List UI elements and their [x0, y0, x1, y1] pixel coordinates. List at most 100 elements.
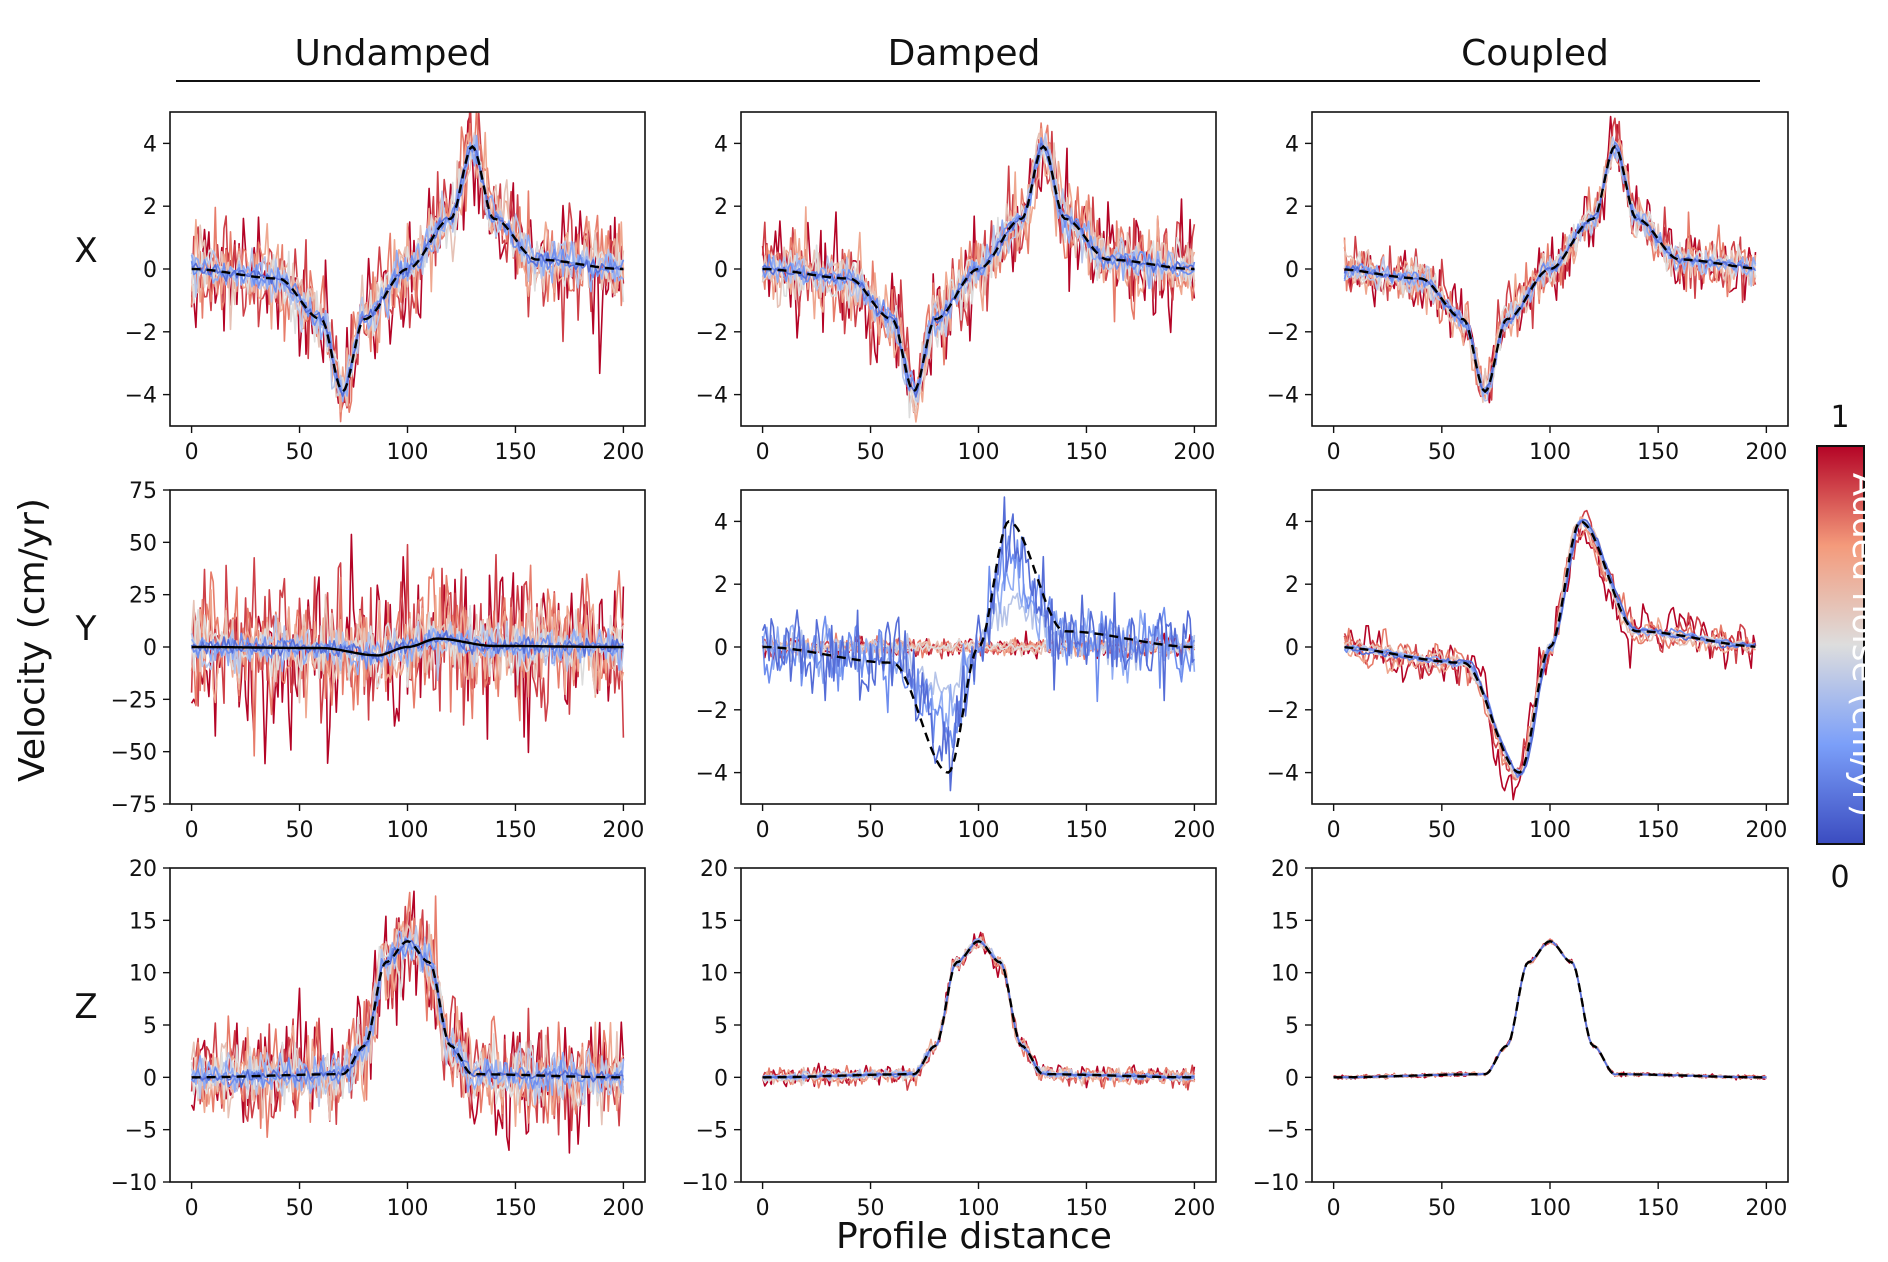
y-tick-label-y-undamped-25: 25: [129, 584, 157, 609]
column-title-coupled: Coupled: [1461, 33, 1609, 74]
noise-series-z-damped-0.3: [762, 937, 1196, 1081]
plot-area-z-coupled: [1333, 938, 1767, 1081]
panel-x-undamped: 0 50 100 150 200 −4 −2 0 2 4: [125, 111, 646, 465]
noise-series-x-undamped-0.4: [190, 134, 624, 397]
x-tick-label-x-damped-50: 50: [857, 440, 885, 465]
colorbar-label: Added noise (cm/yr): [1844, 473, 1884, 817]
y-tick-label-x-undamped-4: 4: [143, 132, 157, 157]
row-label-y: Y: [75, 609, 97, 649]
x-tick-label-z-coupled-50: 50: [1428, 1196, 1456, 1221]
y-tick-label-z-coupled-10: 10: [1271, 962, 1299, 987]
noise-series-z-damped-0.7: [762, 944, 1196, 1087]
y-tick-label-z-damped-5: 5: [714, 1014, 728, 1039]
y-tick-label-x-damped--4: −4: [696, 384, 728, 409]
y-tick-label-y-coupled--2: −2: [1267, 699, 1299, 724]
y-tick-label-y-damped-0: 0: [714, 636, 728, 661]
x-tick-label-z-coupled-200: 200: [1745, 1196, 1787, 1221]
noise-series-z-damped-0.2: [762, 940, 1195, 1081]
panel-z-damped: 0 50 100 150 200 −10 −5 0 5 10 15 20: [682, 857, 1217, 1221]
x-tick-label-z-coupled-150: 150: [1637, 1196, 1679, 1221]
panel-x-coupled: 0 50 100 150 200 −4 −2 0 2 4: [1267, 111, 1789, 465]
noise-series-z-undamped-0.2: [191, 940, 625, 1092]
x-tick-label-y-coupled-100: 100: [1529, 818, 1571, 843]
y-tick-label-z-undamped--10: −10: [111, 1171, 157, 1196]
colorbar-min-label: 0: [1830, 860, 1849, 895]
noise-series-z-coupled-0.8: [1333, 938, 1767, 1080]
plot-area-x-coupled: [1343, 115, 1757, 404]
noise-series-x-undamped-0.7: [190, 131, 625, 413]
x-tick-label-y-undamped-100: 100: [387, 818, 429, 843]
x-tick-label-x-undamped-200: 200: [602, 440, 644, 465]
noise-series-z-coupled-0.1: [1333, 940, 1767, 1079]
y-tick-label-z-damped-0: 0: [714, 1066, 728, 1091]
row-label-x: X: [74, 231, 97, 271]
y-tick-label-x-damped-2: 2: [714, 195, 728, 220]
y-tick-label-z-undamped-5: 5: [143, 1014, 157, 1039]
panel-y-undamped: 0 50 100 150 200 −75 −50 −25 0 25 50 75: [111, 479, 646, 843]
x-tick-label-z-coupled-100: 100: [1529, 1196, 1571, 1221]
true-signal-x-coupled: [1344, 144, 1756, 394]
true-signal-y-undamped: [191, 637, 624, 657]
x-tick-label-z-undamped-200: 200: [602, 1196, 644, 1221]
true-signal-z-damped: [762, 940, 1195, 1079]
plot-area-x-undamped: [190, 112, 625, 423]
noise-series-z-coupled-1: [1333, 938, 1767, 1081]
axes-frame-z-coupled: [1311, 867, 1789, 1183]
panel-z-undamped: 0 50 100 150 200 −10 −5 0 5 10 15 20: [111, 857, 646, 1221]
x-tick-label-x-coupled-150: 150: [1637, 440, 1679, 465]
x-tick-label-z-undamped-0: 0: [185, 1196, 199, 1221]
noise-series-y-coupled-0.1: [1343, 518, 1757, 777]
plot-area-z-damped: [761, 931, 1196, 1091]
column-title-damped: Damped: [888, 33, 1041, 74]
x-tick-label-z-damped-0: 0: [756, 1196, 770, 1221]
noise-series-z-damped-0.5: [761, 938, 1195, 1085]
noise-series-x-coupled-0.1: [1343, 146, 1756, 394]
x-tick-label-x-undamped-50: 50: [286, 440, 314, 465]
plot-area-y-damped: [761, 496, 1196, 792]
y-tick-label-z-undamped-10: 10: [129, 962, 157, 987]
row-label-z: Z: [74, 987, 97, 1027]
y-tick-label-z-damped-15: 15: [700, 909, 728, 934]
noise-series-x-undamped-0.1: [191, 146, 625, 397]
x-tick-label-z-damped-50: 50: [857, 1196, 885, 1221]
x-tick-label-x-undamped-100: 100: [387, 440, 429, 465]
y-tick-label-z-undamped-20: 20: [129, 857, 157, 882]
x-tick-label-y-damped-50: 50: [857, 818, 885, 843]
y-tick-label-y-damped-2: 2: [714, 573, 728, 598]
x-tick-label-y-damped-100: 100: [958, 818, 1000, 843]
noise-series-z-damped-0.6: [762, 936, 1195, 1087]
y-tick-label-x-damped--2: −2: [696, 321, 728, 346]
noise-series-x-undamped-0.3: [190, 134, 625, 403]
y-tick-label-y-damped--4: −4: [696, 762, 728, 787]
x-tick-label-z-undamped-50: 50: [286, 1196, 314, 1221]
x-tick-label-x-damped-0: 0: [756, 440, 770, 465]
x-tick-label-y-undamped-200: 200: [602, 818, 644, 843]
y-tick-label-x-coupled-0: 0: [1285, 258, 1299, 283]
noise-series-z-undamped-0.3: [190, 930, 625, 1096]
y-tick-label-y-undamped--25: −25: [111, 688, 157, 713]
noise-series-y-coupled-0.2: [1343, 519, 1757, 779]
y-tick-label-y-undamped--75: −75: [111, 793, 157, 818]
x-tick-label-z-coupled-0: 0: [1327, 1196, 1341, 1221]
x-tick-label-y-coupled-50: 50: [1428, 818, 1456, 843]
x-tick-label-x-undamped-150: 150: [494, 440, 536, 465]
y-tick-label-x-undamped-2: 2: [143, 195, 157, 220]
y-tick-label-x-undamped--2: −2: [125, 321, 157, 346]
y-tick-label-x-coupled-2: 2: [1285, 195, 1299, 220]
x-axis-title: Profile distance: [836, 1216, 1112, 1257]
y-tick-label-y-damped--2: −2: [696, 699, 728, 724]
y-tick-label-z-damped--5: −5: [696, 1119, 728, 1144]
noise-series-y-coupled-1: [1343, 524, 1757, 801]
y-tick-label-z-coupled-5: 5: [1285, 1014, 1299, 1039]
colorbar-max-label: 1: [1830, 400, 1849, 435]
true-signal-z-coupled: [1333, 940, 1767, 1079]
x-tick-label-y-coupled-150: 150: [1637, 818, 1679, 843]
noise-series-z-coupled-0.4: [1333, 940, 1767, 1080]
y-tick-label-z-coupled--5: −5: [1267, 1119, 1299, 1144]
axes-frame-z-damped: [740, 867, 1217, 1183]
x-tick-label-z-damped-100: 100: [958, 1196, 1000, 1221]
y-tick-label-z-undamped-15: 15: [129, 909, 157, 934]
noise-series-y-undamped-0.3: [190, 627, 624, 676]
